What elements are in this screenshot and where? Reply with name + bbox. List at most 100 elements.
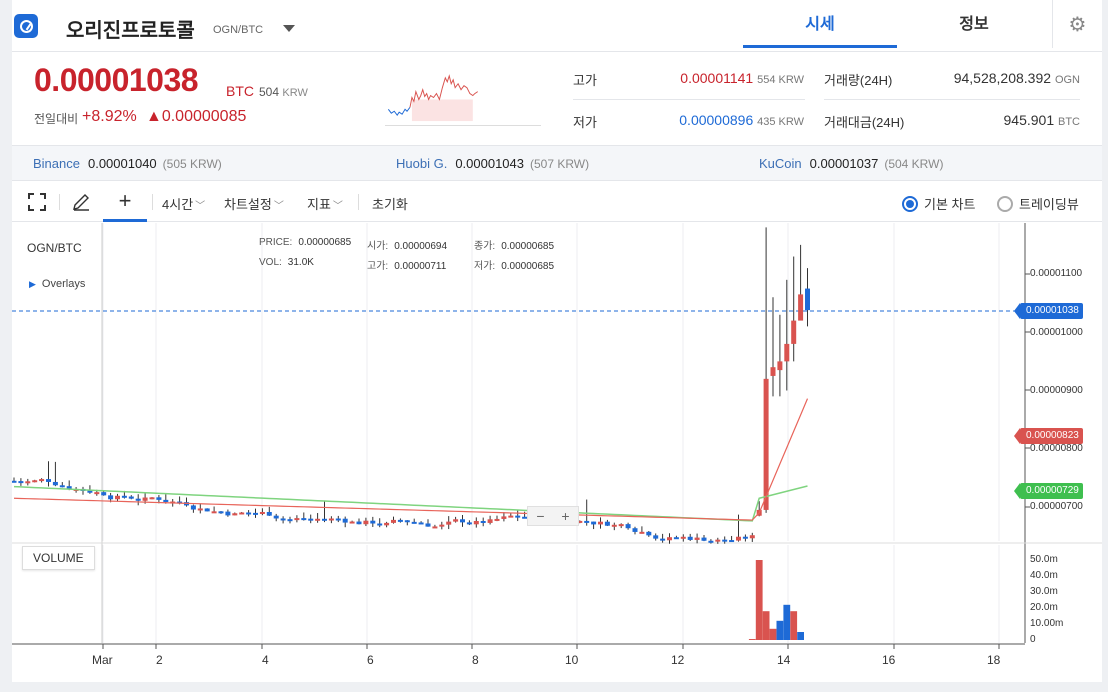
candle-body <box>494 518 500 521</box>
volume-tick: 50.0m <box>1030 554 1058 565</box>
candle-body <box>411 521 417 524</box>
reset-button[interactable]: 초기화 <box>372 197 408 212</box>
candle-body <box>736 536 741 541</box>
candle-body <box>722 539 728 542</box>
change-absolute: ▲0.00000085 <box>146 108 247 125</box>
candle-body <box>611 524 617 527</box>
exchange-huobi[interactable]: Huobi G. 0.00001043 (507 KRW) <box>396 156 589 171</box>
candle-body <box>259 511 265 514</box>
ohlc-open: 시가: 0.00000694 <box>367 237 447 252</box>
chart-canvas[interactable] <box>12 223 1102 682</box>
zoom-out-button[interactable]: − <box>536 508 545 524</box>
candle-body <box>190 505 196 510</box>
candle-body <box>328 518 334 521</box>
overlays-label: Overlays <box>41 278 86 290</box>
candle-body <box>163 499 169 503</box>
exchange-kucoin[interactable]: KuCoin 0.00001037 (504 KRW) <box>759 156 943 171</box>
volume-bar <box>762 611 770 640</box>
candle-body <box>777 361 783 371</box>
candle-body <box>653 535 659 539</box>
x-tick: 10 <box>565 653 579 667</box>
candle-body <box>266 511 272 516</box>
candle-body <box>197 508 203 511</box>
candle-body <box>708 540 714 543</box>
candle-body <box>246 512 252 515</box>
candle-body <box>418 522 424 525</box>
basic-chart-radio[interactable]: 기본 차트 <box>902 194 975 213</box>
candle-body <box>805 288 810 311</box>
gear-icon[interactable]: ⚙ <box>1052 0 1102 48</box>
tab-price[interactable]: 시세 <box>743 0 897 48</box>
candle-body <box>515 515 521 518</box>
candle-body <box>156 497 162 500</box>
volume-bar <box>790 611 798 640</box>
divider <box>358 194 359 210</box>
ohlc-key: 시가: <box>367 241 389 252</box>
chart-settings-dropdown[interactable]: 차트설정 ﹀ <box>224 194 284 213</box>
ohlc-price: PRICE: 0.00000685 <box>259 237 351 248</box>
volume-value: 94,528,208.392 <box>953 70 1052 86</box>
triangle-right-icon: ▶ <box>29 279 36 289</box>
candle-body <box>673 537 679 540</box>
candle-body <box>349 521 355 524</box>
interval-dropdown[interactable]: 4시간 ﹀ <box>162 194 205 213</box>
radio-checked-icon <box>902 195 918 212</box>
candle-body <box>46 479 51 482</box>
y-tick: 0.00000800 <box>1030 443 1083 454</box>
y-tick: 0.00001000 <box>1030 327 1083 338</box>
amount-label: 거래대금(24H) <box>824 115 905 130</box>
ohlc-value: 31.0K <box>287 257 314 268</box>
zoom-control[interactable]: − + <box>527 506 579 526</box>
candle-body <box>142 497 148 501</box>
ohlc-key: 저가: <box>474 261 496 272</box>
candle-body <box>397 519 403 522</box>
overlays-toggle[interactable]: ▶ Overlays <box>29 278 91 290</box>
candle-body <box>687 536 693 540</box>
candlestick-chart[interactable]: OGN/BTC ▶ Overlays PRICE: 0.00000685 시가: 0.… <box>12 223 1102 682</box>
volume-toggle-button[interactable]: VOLUME <box>22 546 95 570</box>
exchange-name: Huobi G. <box>396 156 448 171</box>
candle-body <box>584 520 590 523</box>
candle-body <box>432 526 438 529</box>
candle-body <box>749 535 755 539</box>
x-tick: 14 <box>777 653 791 667</box>
ma-long-tag: 0.00000729 <box>1014 483 1083 499</box>
crosshair-icon[interactable]: + <box>103 182 147 222</box>
candle-body <box>480 521 486 524</box>
ma-short-line <box>13 398 809 521</box>
zoom-in-button[interactable]: + <box>561 508 570 524</box>
fullscreen-icon[interactable] <box>26 191 48 213</box>
exchange-krw: (504 KRW) <box>884 157 944 171</box>
low-stat: 0.00000896 435 KRW <box>612 112 804 128</box>
volume-stat: 94,528,208.392 OGN <box>912 70 1080 86</box>
interval-label: 4시간 <box>162 197 194 212</box>
candle-body <box>522 516 528 519</box>
pencil-icon[interactable] <box>70 191 92 213</box>
candle-body <box>763 378 769 510</box>
coin-dropdown-icon[interactable] <box>283 25 295 32</box>
ohlc-value: 0.00000685 <box>298 237 352 248</box>
candle-body <box>315 518 321 521</box>
tradingview-radio[interactable]: 트레이딩뷰 <box>997 194 1079 213</box>
volume-bar <box>769 628 777 640</box>
indicators-dropdown[interactable]: 지표 ﹀ <box>307 194 343 213</box>
amount-stat: 945.901 BTC <box>912 112 1081 128</box>
ohlc-key: 종가: <box>474 241 496 252</box>
candle-body <box>604 521 610 526</box>
x-tick: Mar <box>92 653 113 667</box>
high-label: 고가 <box>573 73 597 88</box>
x-tick: 16 <box>882 653 896 667</box>
exchange-price-bar: Binance 0.00001040 (505 KRW) Huobi G. 0.000… <box>12 145 1102 181</box>
candle-body <box>598 521 603 525</box>
exchange-binance[interactable]: Binance 0.00001040 (505 KRW) <box>33 156 222 171</box>
ohlc-value: 0.00000694 <box>394 241 448 252</box>
candle-body <box>108 495 114 500</box>
candle-body <box>87 490 93 493</box>
candle-body <box>460 519 465 523</box>
candle-body <box>294 518 300 521</box>
candle-body <box>694 537 700 540</box>
candle-body <box>660 538 666 541</box>
ohlc-key: 고가: <box>367 261 389 272</box>
candle-body <box>377 523 383 526</box>
tab-info[interactable]: 정보 <box>959 16 989 33</box>
